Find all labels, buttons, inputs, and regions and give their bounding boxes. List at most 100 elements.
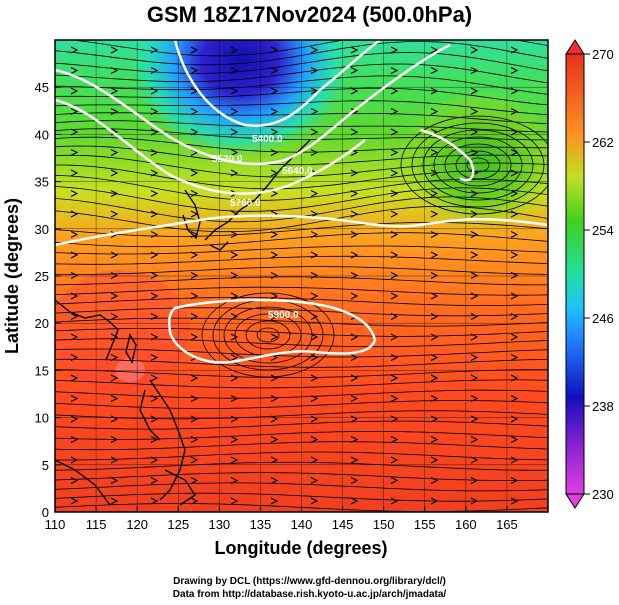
streamline-arrow — [270, 477, 279, 484]
streamline-arrow — [110, 251, 119, 259]
streamline-arrow — [430, 292, 439, 300]
streamline-arrow — [510, 128, 519, 136]
streamline-arrow — [350, 210, 359, 218]
kyushu-coast — [209, 241, 229, 251]
y-tick-label: 5 — [42, 458, 49, 473]
streamline-arrow — [470, 108, 479, 115]
streamline-arrow — [310, 497, 319, 505]
colorbar-label: 246 — [592, 311, 614, 326]
streamline-arrow — [70, 87, 79, 95]
streamline-arrow — [70, 436, 79, 443]
streamline-arrow — [230, 415, 239, 423]
streamline-arrow — [390, 128, 399, 136]
streamline-arrow — [350, 190, 359, 197]
streamline-arrow — [390, 67, 399, 74]
streamline-eddy — [433, 136, 523, 194]
streamline-arrow — [470, 190, 479, 197]
streamline-arrow — [230, 108, 239, 115]
streamline-arrow — [110, 87, 119, 95]
streamline-eddy — [455, 150, 501, 180]
taiwan-coast — [125, 333, 137, 364]
streamline-arrow — [510, 190, 519, 197]
streamline-arrow — [190, 395, 199, 402]
streamline-arrow — [150, 87, 159, 95]
y-tick-label: 45 — [35, 80, 49, 95]
streamline-arrow — [150, 477, 159, 484]
y-axis-title: Latitude (degrees) — [2, 198, 22, 354]
streamline-arrow — [70, 272, 79, 279]
streamline-arrow — [150, 251, 159, 259]
streamline-arrow — [270, 333, 279, 341]
streamline-arrow — [510, 67, 519, 74]
streamline-arrow — [70, 46, 79, 54]
streamline-arrow — [70, 190, 79, 197]
map-title: GSM 18Z17Nov2024 (500.0hPa) — [146, 2, 473, 27]
streamline-arrow — [150, 149, 159, 156]
streamline-eddy — [201, 292, 335, 378]
contour-labels: 5400.0 5520.0 5640.0 5760.0 5900.0 — [212, 134, 313, 321]
streamline-arrow — [190, 46, 199, 54]
streamline-arrow — [510, 292, 519, 300]
streamline-arrow — [190, 190, 199, 197]
streamline-arrow — [510, 108, 519, 115]
streamline-arrow — [430, 149, 439, 156]
streamline-arrow — [310, 272, 319, 279]
colorbar-label: 262 — [592, 135, 614, 150]
streamline-arrow — [310, 108, 319, 115]
streamline-arrow — [350, 231, 359, 238]
streamline-arrow — [310, 374, 319, 382]
streamline-arrow — [270, 497, 279, 505]
contour-line-5640 — [55, 98, 366, 195]
streamline-arrow — [470, 251, 479, 259]
streamline-arrow — [270, 436, 279, 443]
y-tick-label: 30 — [35, 222, 49, 237]
streamline-arrow — [110, 210, 119, 218]
streamline-arrow — [230, 477, 239, 484]
streamline-arrow — [270, 415, 279, 423]
streamline-arrow — [510, 497, 519, 505]
contour-label-5760: 5760.0 — [230, 198, 261, 209]
contour-line-5900 — [167, 298, 377, 364]
x-tick-label: 155 — [414, 517, 436, 532]
streamline-arrow — [310, 231, 319, 238]
streamline-arrow — [190, 333, 199, 341]
streamline-arrow — [190, 456, 199, 464]
streamline-arrow — [430, 374, 439, 382]
streamline-arrow — [70, 354, 79, 361]
colorbar-label: 238 — [592, 399, 614, 414]
streamline-arrow — [70, 313, 79, 320]
streamline-arrow — [470, 436, 479, 443]
streamline-arrow — [310, 395, 319, 402]
y-tick-label: 25 — [35, 269, 49, 284]
streamline-eddy — [245, 320, 291, 350]
streamline-arrow — [310, 415, 319, 423]
streamline-arrow — [70, 231, 79, 238]
luzon-west — [139, 389, 161, 441]
streamline-eddy — [422, 129, 534, 201]
y-tick-label: 15 — [35, 363, 49, 378]
y-tick-label: 10 — [35, 411, 49, 426]
streamline-arrow — [470, 210, 479, 218]
streamline-arrow — [230, 272, 239, 279]
streamline-arrow — [110, 333, 119, 341]
streamline-arrow — [470, 477, 479, 484]
streamline-arrow — [110, 477, 119, 484]
streamline-arrow — [270, 231, 279, 238]
streamline-arrow — [510, 231, 519, 238]
streamline-arrow — [430, 210, 439, 218]
streamline-arrow — [390, 292, 399, 300]
colorbar-label: 230 — [592, 487, 614, 502]
streamline-arrow — [470, 333, 479, 341]
contours — [55, 40, 548, 364]
streamline-arrow — [310, 436, 319, 443]
streamline-arrow — [190, 251, 199, 259]
streamline-arrow — [390, 149, 399, 156]
streamline-arrow — [190, 292, 199, 300]
streamline-eddy — [411, 122, 545, 208]
temperature-field — [55, 40, 548, 512]
colorbar-bar — [565, 53, 585, 495]
streamline-arrow — [510, 87, 519, 95]
streamline-arrow — [190, 313, 199, 320]
streamline-arrow — [230, 497, 239, 505]
streamline-arrow — [390, 436, 399, 443]
